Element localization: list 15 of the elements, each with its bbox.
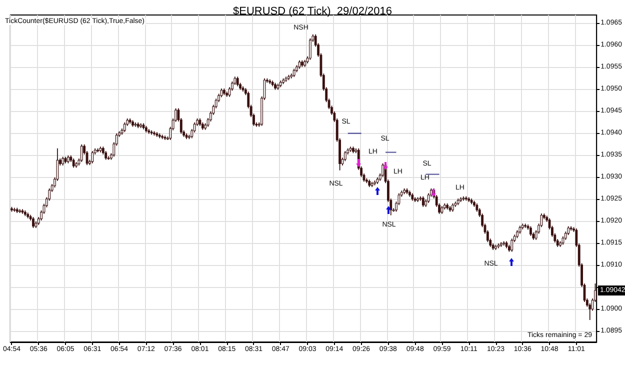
candlestick: [382, 162, 384, 178]
candlestick: [344, 150, 346, 162]
candlestick: [123, 122, 126, 133]
candlestick: [510, 238, 514, 252]
candlestick: [422, 196, 424, 208]
candlestick: [530, 226, 532, 236]
candlestick: [32, 216, 34, 228]
chart-title: $EURUSD (62 Tick) 29/02/2016: [233, 6, 392, 18]
candlestick: [427, 192, 430, 204]
candlestick: [588, 302, 592, 320]
candlestick: [80, 144, 83, 162]
candlestick: [236, 76, 239, 87]
candlestick: [91, 150, 94, 164]
candlestick: [72, 158, 75, 168]
candlestick: [309, 38, 312, 60]
